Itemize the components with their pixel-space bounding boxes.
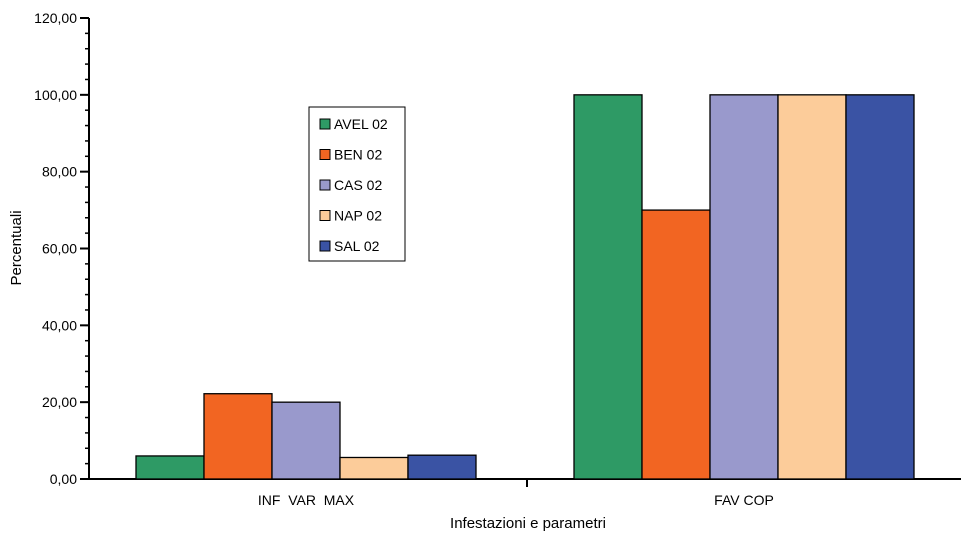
bar (407, 454, 477, 480)
bar (271, 401, 341, 480)
bar (135, 455, 205, 480)
bar (845, 94, 915, 480)
legend-label: BEN 02 (334, 147, 382, 163)
bar (777, 94, 847, 480)
x-axis-title: Infestazioni e parametri (450, 515, 606, 532)
y-axis-title: Percentuali (8, 210, 25, 285)
y-tick-label: 40,00 (42, 317, 77, 333)
y-axis: 0,00 20,00 40,00 60,00 80,00 100,00 120,00 (34, 10, 90, 487)
legend-label: CAS 02 (334, 177, 382, 193)
legend-swatch (319, 210, 331, 221)
legend-swatch (319, 149, 331, 160)
bar (641, 209, 711, 480)
x-tick-label: INF VAR MAX (258, 492, 355, 508)
legend-swatch (319, 179, 331, 191)
legend-swatch (319, 240, 331, 252)
legend: AVEL 02 BEN 02 CAS 02 NAP 02 SAL 02 (308, 106, 406, 262)
x-axis: INF VAR MAX FAV COP (89, 478, 961, 508)
legend-label: AVEL 02 (334, 116, 388, 132)
y-tick-label: 60,00 (42, 241, 77, 257)
legend-box (308, 106, 406, 262)
bars (135, 94, 915, 480)
y-tick-label: 120,00 (34, 10, 77, 26)
y-tick-label: 100,00 (34, 87, 77, 103)
bar (573, 94, 643, 480)
bar (709, 94, 779, 480)
legend-label: SAL 02 (334, 238, 380, 254)
x-tick-label: FAV COP (714, 492, 774, 508)
y-tick-label: 20,00 (42, 394, 77, 410)
legend-swatch (319, 118, 331, 130)
y-tick-label: 0,00 (50, 471, 77, 487)
bar (339, 456, 409, 480)
bar (203, 393, 273, 480)
y-tick-label: 80,00 (42, 164, 77, 180)
legend-label: NAP 02 (334, 208, 382, 224)
